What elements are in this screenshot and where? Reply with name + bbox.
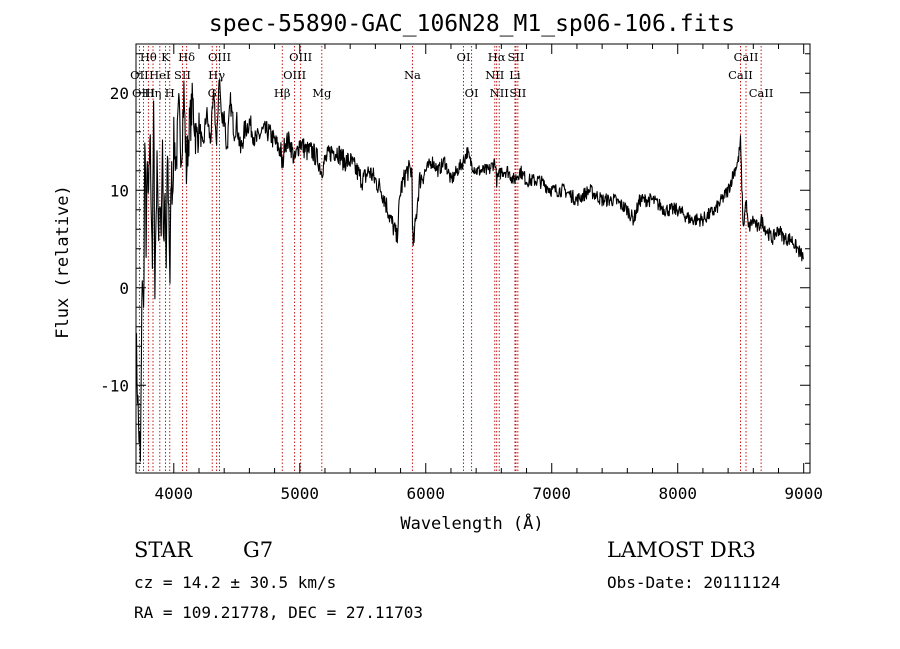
line-label-24: SII [509, 86, 526, 100]
line-label-26: CaII [728, 68, 753, 82]
emission-line-markers [138, 46, 762, 473]
survey-name: LAMOST DR3 [607, 538, 756, 562]
line-label-10: Hγ [208, 68, 225, 82]
line-label-8: Hδ [178, 50, 195, 64]
line-label-6: SII [174, 68, 191, 82]
object-class: STAR [134, 538, 193, 562]
x-tick-label: 8000 [658, 484, 697, 503]
line-label-9: OIII [208, 50, 231, 64]
line-label-14: OIII [283, 68, 306, 82]
line-label-22: SII [507, 50, 524, 64]
x-tick-label: 9000 [784, 484, 823, 503]
line-label-2: OIII [132, 86, 155, 100]
axis-ticks: 4000 5000 6000 7000 8000 9000 -10 0 10 20 [100, 44, 823, 503]
line-label-18: OI [465, 86, 479, 100]
velocity-readout: cz = 14.2 ± 30.5 km/s [134, 573, 337, 592]
line-label-15: Mg [312, 86, 332, 100]
x-tick-label: 4000 [155, 484, 194, 503]
line-label-3: Hη [145, 86, 162, 100]
plot-frame [135, 43, 811, 474]
line-label-11: G [208, 86, 217, 100]
line-label-12: Hβ [274, 86, 291, 100]
line-label-17: OI [457, 50, 471, 64]
y-tick-label: -10 [100, 376, 129, 395]
x-tick-label: 5000 [281, 484, 320, 503]
line-label-27: CaII [749, 86, 774, 100]
line-label-1: OII [130, 68, 149, 82]
spectral-subclass: G7 [243, 538, 274, 562]
line-label-0: Hθ [140, 50, 157, 64]
line-label-25: CaII [734, 50, 759, 64]
y-tick-label: 20 [110, 84, 129, 103]
observation-date: Obs-Date: 20111124 [607, 573, 781, 592]
line-label-23: Li [509, 68, 521, 82]
line-label-20: NII [485, 68, 504, 82]
line-label-4: HeI [149, 68, 170, 82]
spectrum-layer [135, 78, 804, 462]
line-label-19: Hα [488, 50, 506, 64]
coordinates-readout: RA = 109.21778, DEC = 27.11703 [134, 603, 423, 622]
y-tick-label: 0 [119, 279, 129, 298]
y-axis-label: Flux (relative) [53, 185, 73, 339]
line-label-13: OIII [289, 50, 312, 64]
line-label-21: NII [490, 86, 509, 100]
chart-title: spec-55890-GAC_106N28_M1_sp06-106.fits [209, 11, 735, 37]
x-axis-label: Wavelength (Å) [400, 512, 543, 534]
line-label-16: Na [404, 68, 421, 82]
spectrum-line [135, 78, 804, 462]
y-tick-label: 10 [110, 181, 129, 200]
line-label-7: H [165, 86, 175, 100]
line-label-5: K [161, 50, 170, 64]
x-tick-label: 7000 [532, 484, 571, 503]
x-tick-label: 6000 [406, 484, 445, 503]
